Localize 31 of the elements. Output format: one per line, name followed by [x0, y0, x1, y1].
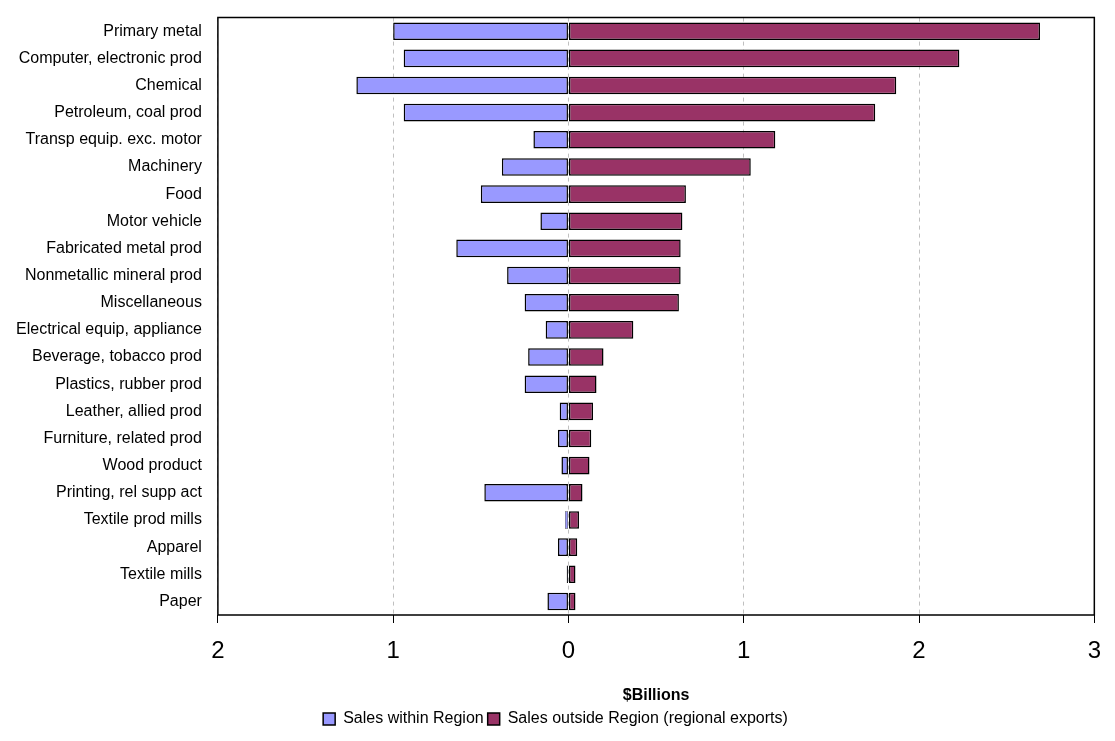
y-tick-label: Leather, allied prod: [65, 401, 202, 419]
y-tick-label: Transp equip. exc. motor: [25, 130, 203, 148]
y-tick-label: Plastics, rubber prod: [55, 374, 202, 392]
y-tick-label: Beverage, tobacco prod: [32, 347, 202, 365]
y-tick-label: Apparel: [146, 537, 202, 555]
y-tick-label: Chemical: [135, 75, 202, 93]
y-tick-label: Paper: [159, 591, 203, 609]
legend-label: Sales within Region: [343, 709, 484, 727]
y-tick-label: Food: [165, 184, 202, 202]
y-tick-label: Computer, electronic prod: [18, 48, 202, 66]
x-tick-label: 1: [386, 636, 400, 664]
x-tick-label: 2: [912, 636, 926, 664]
y-tick-label: Electrical equip, appliance: [16, 320, 202, 338]
y-tick-label: Miscellaneous: [100, 293, 202, 311]
y-tick-label: Furniture, related prod: [43, 428, 202, 446]
y-tick-label: Textile mills: [120, 564, 202, 582]
y-tick-label: Motor vehicle: [106, 211, 202, 229]
x-axis-title: $Billions: [622, 685, 690, 703]
x-tick-label: 1: [737, 636, 751, 664]
y-tick-label: Textile prod mills: [83, 510, 202, 528]
y-tick-label: Primary metal: [103, 21, 202, 39]
x-tick-label: 0: [561, 636, 576, 664]
y-tick-label: Petroleum, coal prod: [54, 103, 202, 121]
legend-label: Sales outside Region (regional exports): [507, 709, 788, 727]
y-tick-label: Machinery: [128, 157, 202, 175]
x-tick-label: 3: [1087, 636, 1102, 664]
x-tick-label: 2: [211, 636, 225, 664]
y-tick-label: Fabricated metal prod: [46, 238, 202, 256]
y-tick-label: Wood product: [102, 456, 203, 474]
y-tick-label: Nonmetallic mineral prod: [24, 265, 202, 283]
y-tick-label: Printing, rel supp act: [56, 483, 203, 501]
